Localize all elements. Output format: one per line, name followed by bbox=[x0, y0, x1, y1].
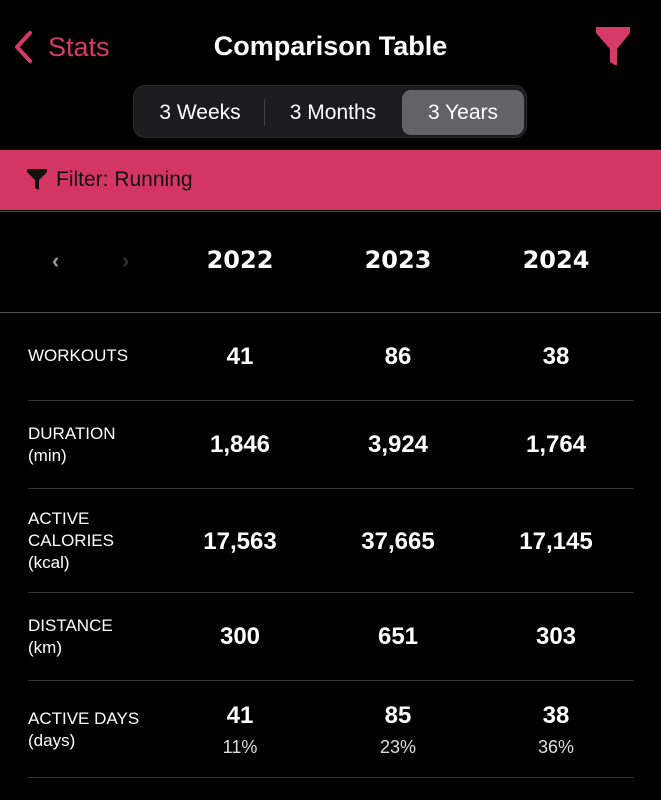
chevron-left-icon bbox=[15, 31, 32, 63]
cell-value: 41 bbox=[226, 702, 254, 729]
next-period-button[interactable]: › bbox=[122, 248, 129, 274]
row-label: DISTANCE (km) bbox=[28, 615, 113, 659]
cell-percent: 23% bbox=[379, 737, 417, 757]
cell-value: 1,846 bbox=[209, 431, 271, 458]
cell-value: 300 bbox=[219, 623, 261, 650]
divider bbox=[0, 211, 661, 212]
cell-value: 38 bbox=[542, 343, 570, 370]
cell-value: 17,563 bbox=[203, 528, 277, 555]
row-unit: (days) bbox=[28, 731, 76, 750]
segment-3-years[interactable]: 3 Years bbox=[402, 90, 524, 135]
chevron-left-icon: ‹ bbox=[52, 248, 60, 273]
cell-value: 37,665 bbox=[361, 528, 435, 555]
cell-value: 3,924 bbox=[367, 431, 429, 458]
back-label: Stats bbox=[48, 31, 110, 62]
segment-divider bbox=[264, 99, 265, 126]
row-unit: (km) bbox=[28, 638, 62, 657]
page-title: Comparison Table bbox=[213, 31, 448, 61]
column-header-2023: 2023 bbox=[364, 246, 432, 274]
row-label-text: ACTIVE CALORIES bbox=[28, 509, 114, 550]
divider bbox=[28, 777, 634, 778]
cell-value: 38 bbox=[542, 702, 570, 729]
divider bbox=[0, 312, 661, 313]
row-unit: (min) bbox=[28, 446, 67, 465]
row-label-text: DISTANCE bbox=[28, 616, 113, 635]
row-label: ACTIVE DAYS (days) bbox=[28, 708, 139, 752]
segment-3-weeks[interactable]: 3 Weeks bbox=[159, 101, 241, 124]
chevron-right-icon: › bbox=[122, 248, 130, 273]
funnel-icon bbox=[27, 169, 47, 190]
column-header-2022: 2022 bbox=[206, 246, 274, 274]
divider bbox=[28, 400, 634, 401]
row-label-text: DURATION bbox=[28, 424, 116, 443]
filter-banner[interactable]: Filter: Running bbox=[0, 150, 661, 210]
cell-value: 86 bbox=[384, 343, 412, 370]
cell-value: 1,764 bbox=[525, 431, 587, 458]
cell-value: 41 bbox=[226, 343, 254, 370]
period-segmented-control: 3 Weeks 3 Months 3 Years bbox=[133, 85, 527, 138]
filter-button[interactable] bbox=[594, 25, 632, 67]
divider bbox=[28, 680, 634, 681]
cell-value: 303 bbox=[535, 623, 577, 650]
previous-period-button[interactable]: ‹ bbox=[52, 248, 59, 274]
cell-value: 651 bbox=[377, 623, 419, 650]
divider bbox=[28, 488, 634, 489]
row-label-text: ACTIVE DAYS bbox=[28, 709, 140, 728]
row-label: DURATION (min) bbox=[28, 423, 116, 467]
cell-percent: 11% bbox=[222, 737, 258, 757]
column-header-2024: 2024 bbox=[522, 246, 590, 274]
cell-percent: 36% bbox=[537, 737, 575, 757]
filter-label: Filter: Running bbox=[56, 168, 193, 191]
cell-value: 17,145 bbox=[519, 528, 593, 555]
divider bbox=[28, 592, 634, 593]
funnel-icon bbox=[596, 27, 630, 66]
segment-3-months[interactable]: 3 Months bbox=[289, 101, 377, 124]
back-button[interactable]: Stats bbox=[12, 30, 110, 64]
row-unit: (kcal) bbox=[28, 553, 70, 572]
row-label: ACTIVE CALORIES (kcal) bbox=[28, 508, 128, 574]
row-label: WORKOUTS bbox=[28, 346, 129, 365]
cell-value: 85 bbox=[384, 702, 412, 729]
